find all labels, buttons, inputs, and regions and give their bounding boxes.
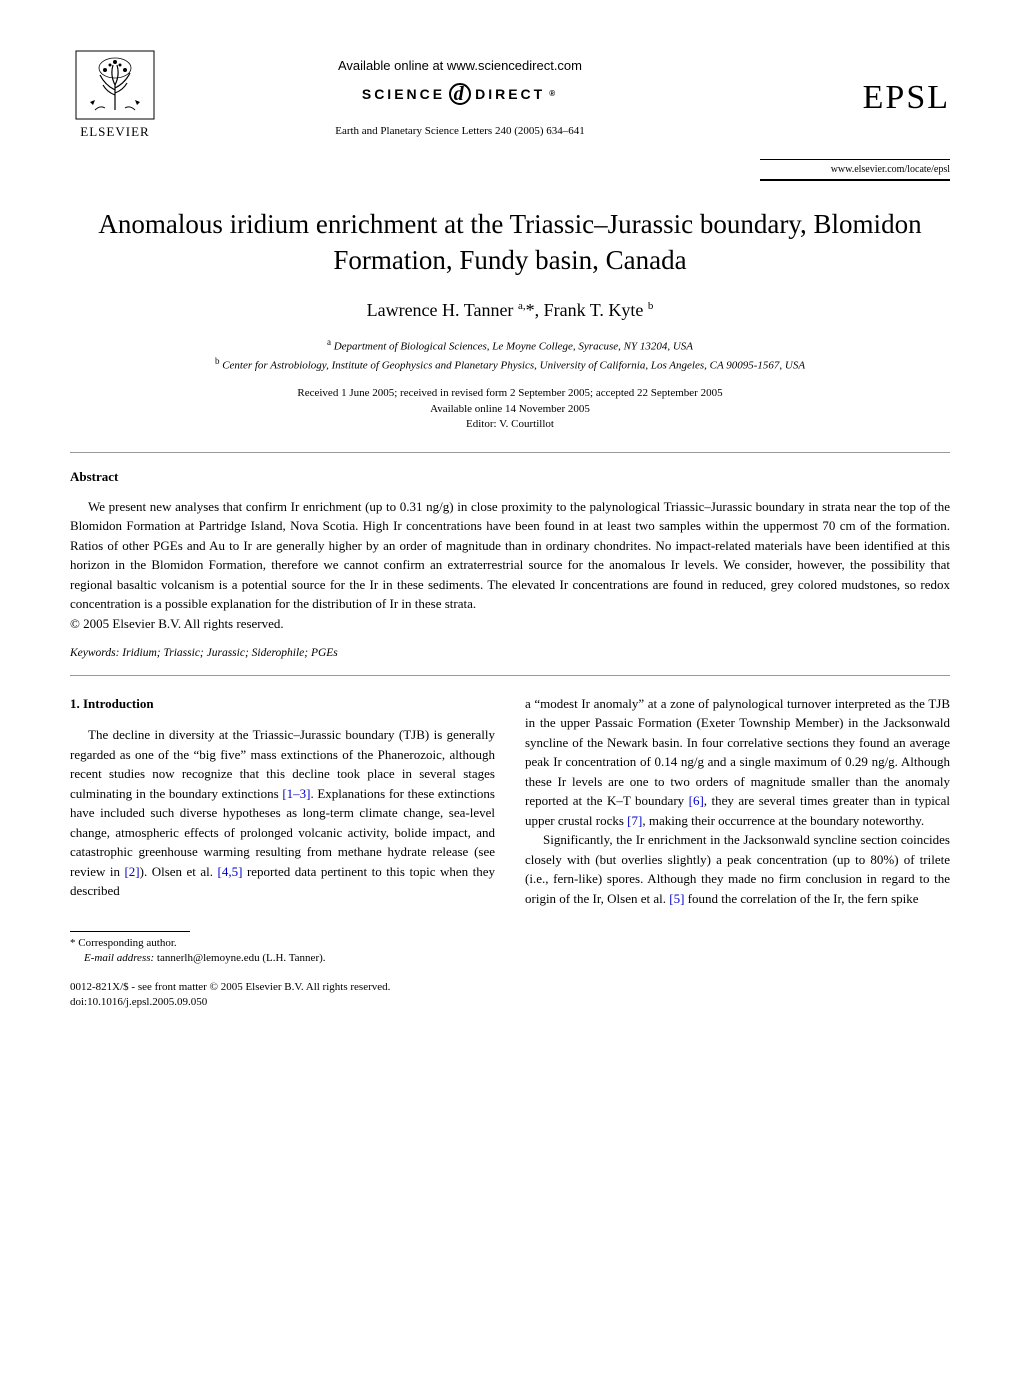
keywords-line: Keywords: Iridium; Triassic; Jurassic; S…: [70, 645, 950, 662]
copyright-footer: 0012-821X/$ - see front matter © 2005 El…: [70, 980, 495, 1009]
body-columns: 1. Introduction The decline in diversity…: [70, 694, 950, 1009]
corresponding-author: * Corresponding author.: [70, 936, 495, 951]
doi-line: doi:10.1016/j.epsl.2005.09.050: [70, 995, 495, 1009]
elsevier-tree-icon: [75, 50, 155, 120]
divider-rule-2: [70, 675, 950, 676]
affiliation-a: Department of Biological Sciences, Le Mo…: [331, 341, 693, 353]
journal-abbrev: EPSL: [760, 72, 950, 123]
ref-link-5[interactable]: [5]: [669, 891, 684, 906]
author-separator: , Frank T. Kyte: [535, 300, 648, 320]
ref-link-7[interactable]: [7]: [627, 813, 642, 828]
authors: Lawrence H. Tanner a,*, Frank T. Kyte b: [70, 297, 950, 324]
abstract-copyright: © 2005 Elsevier B.V. All rights reserved…: [70, 616, 284, 631]
email-label: E-mail address:: [84, 952, 154, 964]
publisher-name: ELSEVIER: [80, 122, 149, 142]
affiliation-b: Center for Astrobiology, Institute of Ge…: [219, 360, 805, 372]
para-2: a “modest Ir anomaly” at a zone of palyn…: [525, 694, 950, 831]
p1-c: ). Olsen et al.: [140, 864, 218, 879]
editor-line: Editor: V. Courtillot: [70, 417, 950, 432]
keywords-list: Iridium; Triassic; Jurassic; Siderophile…: [119, 647, 337, 659]
section-1-heading: 1. Introduction: [70, 694, 495, 714]
p2-c: , making their occurrence at the boundar…: [642, 813, 924, 828]
author-1-affil: a,: [518, 300, 526, 312]
elsevier-logo: ELSEVIER: [70, 50, 160, 145]
corresponding-star: *: [526, 300, 535, 320]
affiliations: a Department of Biological Sciences, Le …: [70, 336, 950, 374]
center-header: Available online at www.sciencedirect.co…: [160, 56, 760, 140]
copyright-line-1: 0012-821X/$ - see front matter © 2005 El…: [70, 980, 495, 994]
journal-citation: Earth and Planetary Science Letters 240 …: [160, 123, 760, 140]
available-online-text: Available online at www.sciencedirect.co…: [160, 56, 760, 76]
abstract-heading: Abstract: [70, 467, 950, 487]
email-value: tannerlh@lemoyne.edu (L.H. Tanner).: [154, 952, 325, 964]
sciencedirect-d-icon: d: [449, 83, 471, 105]
author-1: Lawrence H. Tanner: [367, 300, 518, 320]
abstract-text: We present new analyses that confirm Ir …: [70, 499, 950, 612]
column-left: 1. Introduction The decline in diversity…: [70, 694, 495, 1009]
abstract-body: We present new analyses that confirm Ir …: [70, 497, 950, 634]
header-row: ELSEVIER Available online at www.science…: [70, 50, 950, 145]
p2-a: a “modest Ir anomaly” at a zone of palyn…: [525, 696, 950, 809]
article-dates: Received 1 June 2005; received in revise…: [70, 386, 950, 432]
ref-link-1-3[interactable]: [1–3]: [282, 786, 310, 801]
right-header: EPSL: [760, 72, 950, 123]
online-date: Available online 14 November 2005: [70, 402, 950, 417]
author-2-affil: b: [648, 300, 654, 312]
column-right: a “modest Ir anomaly” at a zone of palyn…: [525, 694, 950, 1009]
para-1: The decline in diversity at the Triassic…: [70, 725, 495, 901]
locate-url: www.elsevier.com/locate/epsl: [760, 159, 950, 181]
sciencedirect-logo: SCIENCE d DIRECT ®: [362, 83, 558, 105]
article-title: Anomalous iridium enrichment at the Tria…: [70, 206, 950, 279]
keywords-label: Keywords:: [70, 647, 119, 659]
direct-text: DIRECT: [475, 84, 545, 105]
science-text: SCIENCE: [362, 84, 445, 105]
divider-rule: [70, 452, 950, 453]
footnote-block: * Corresponding author. E-mail address: …: [70, 936, 495, 967]
ref-link-4-5[interactable]: [4,5]: [218, 864, 243, 879]
registered-icon: ®: [549, 88, 558, 100]
received-date: Received 1 June 2005; received in revise…: [70, 386, 950, 401]
ref-link-6[interactable]: [6]: [689, 793, 704, 808]
para-3: Significantly, the Ir enrichment in the …: [525, 830, 950, 908]
footnote-rule: [70, 931, 190, 932]
p3-b: found the correlation of the Ir, the fer…: [684, 891, 918, 906]
ref-link-2[interactable]: [2]: [124, 864, 139, 879]
